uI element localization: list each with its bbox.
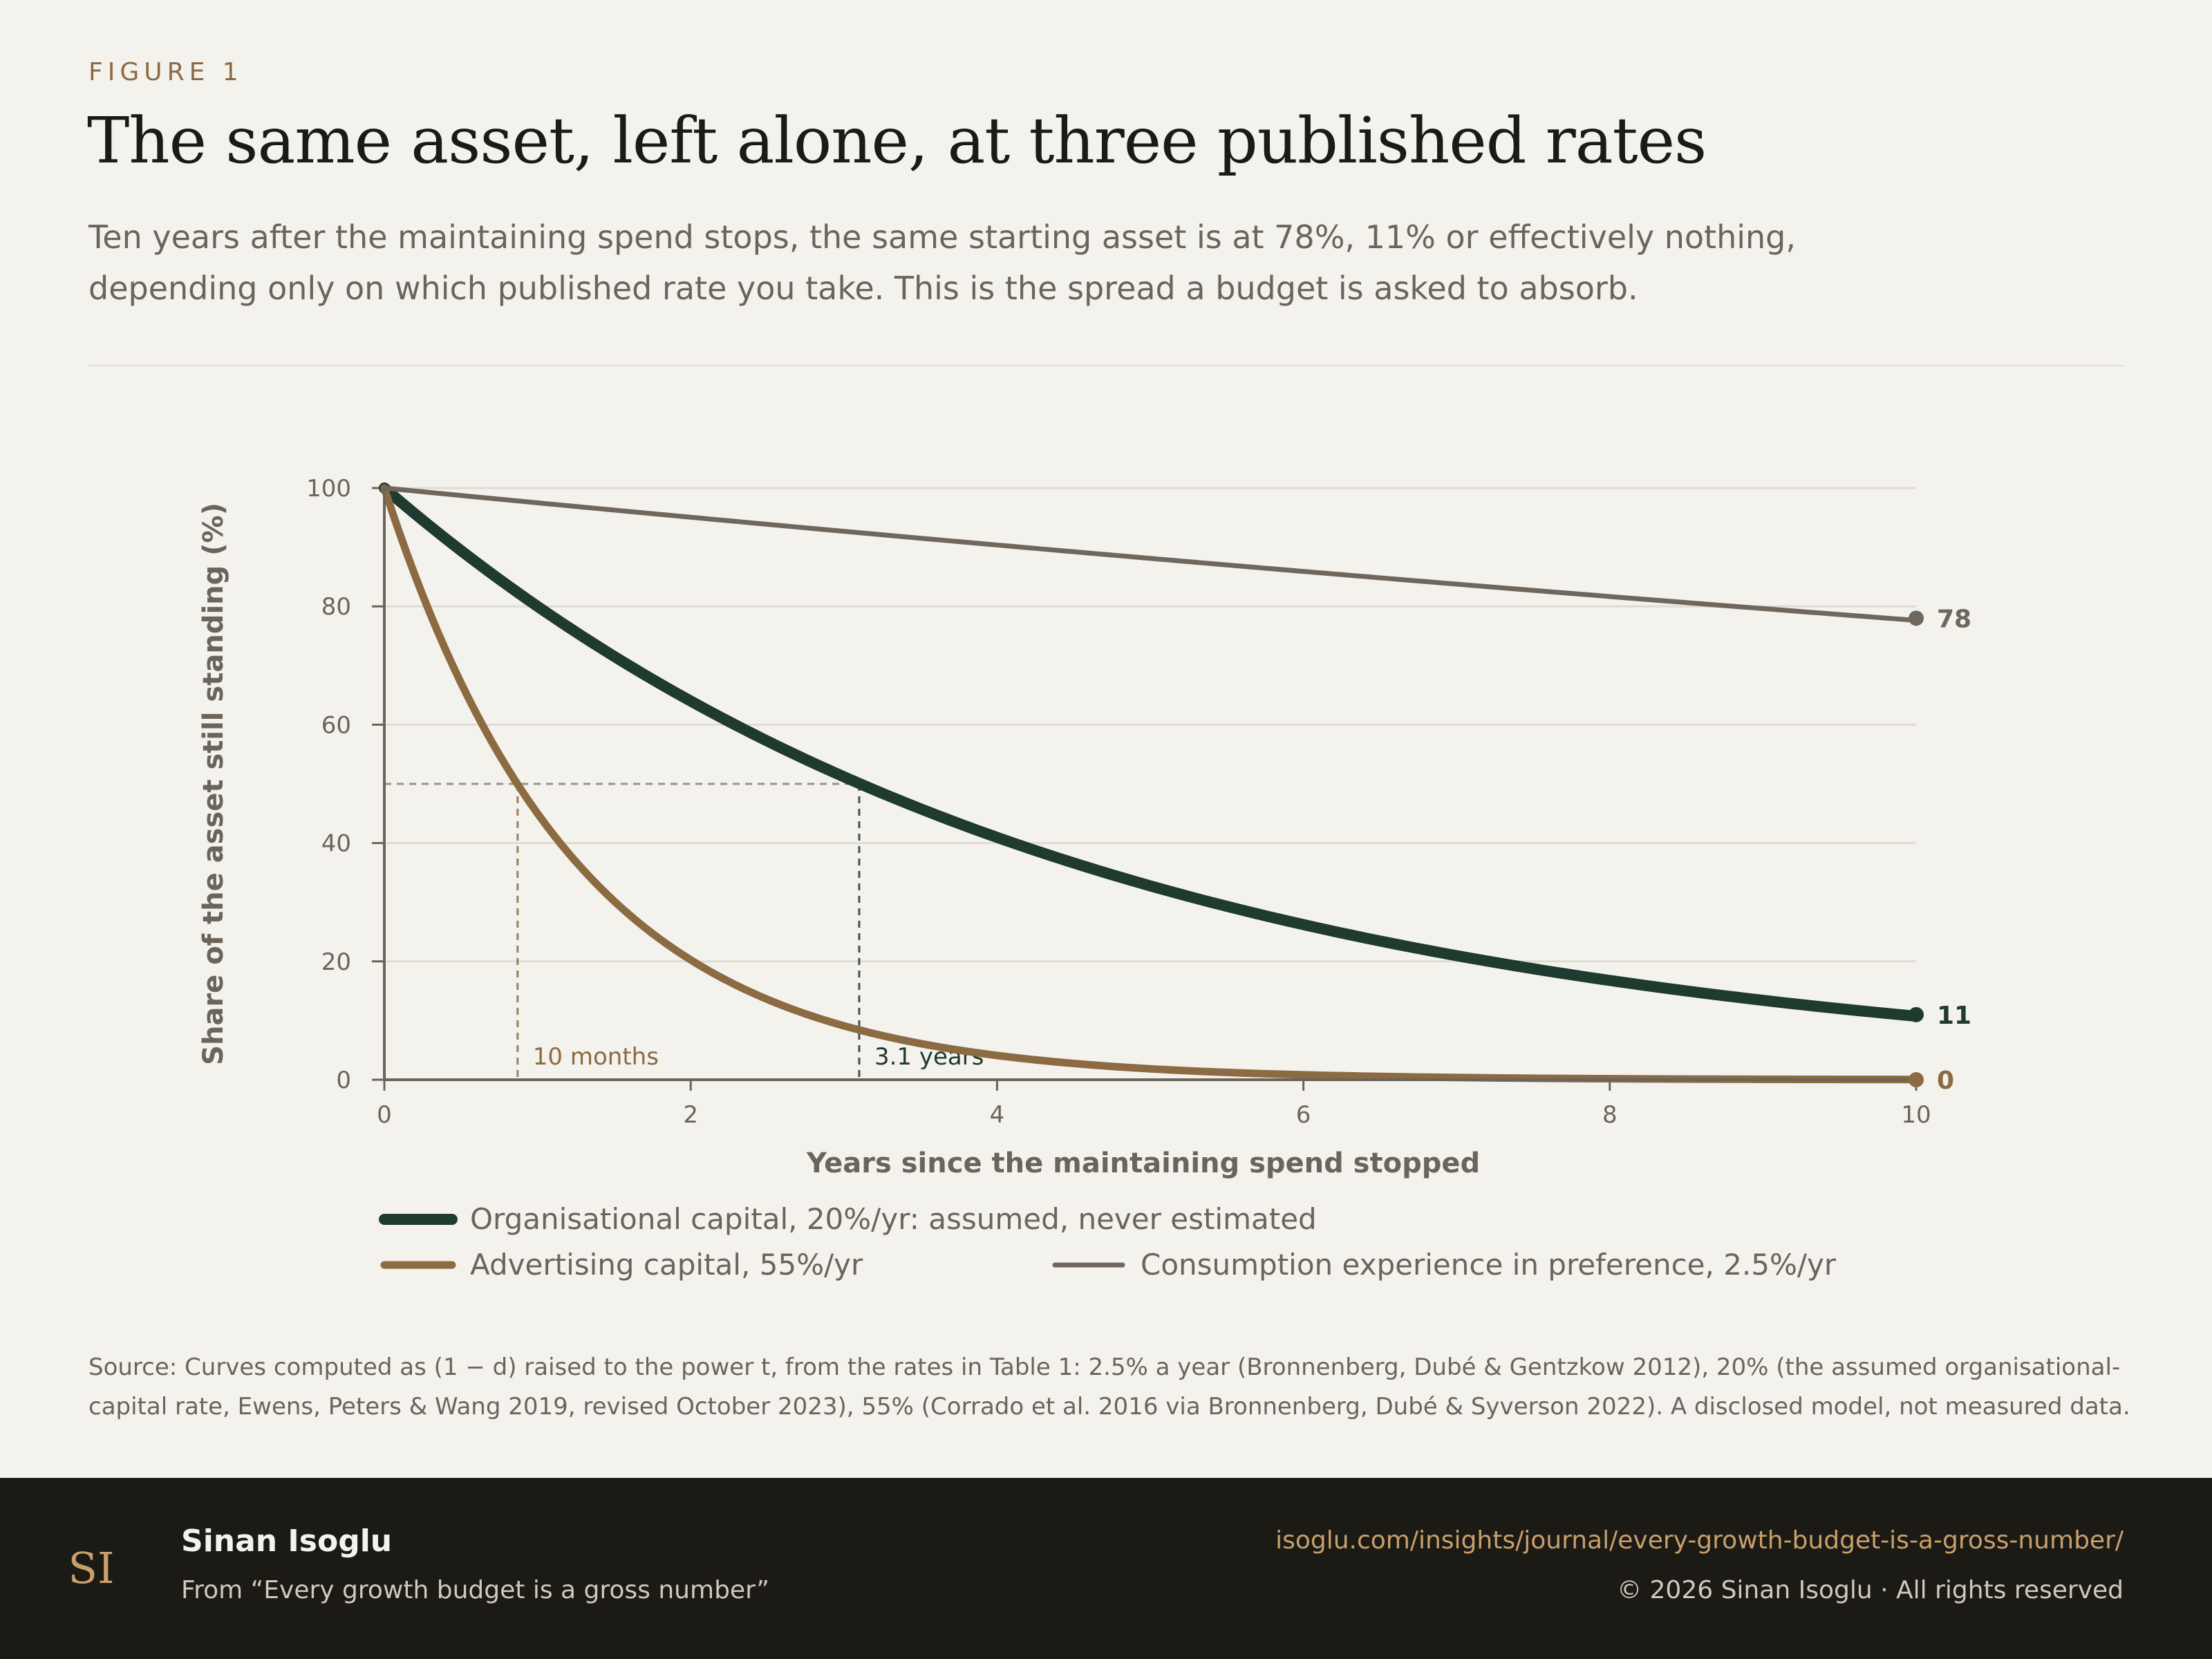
legend-label-0: Organisational capital, 20%/yr: assumed,… bbox=[470, 1202, 1317, 1236]
x-tick-4: 4 bbox=[990, 1101, 1005, 1129]
article-reference: From “Every growth budget is a gross num… bbox=[181, 1576, 770, 1604]
author-name: Sinan Isoglu bbox=[181, 1524, 393, 1559]
y-tick-100: 100 bbox=[306, 475, 351, 503]
y-tick-80: 80 bbox=[321, 593, 351, 621]
series-end-point-0 bbox=[1909, 1006, 1924, 1022]
y-axis-title: Share of the asset still standing (%) bbox=[198, 503, 229, 1065]
series-line-2 bbox=[382, 485, 1919, 623]
header-divider bbox=[88, 365, 2124, 366]
x-tick-8: 8 bbox=[1602, 1101, 1618, 1129]
page-title: The same asset, left alone, at three pub… bbox=[87, 104, 1707, 178]
half-life-label-0: 10 months bbox=[533, 1043, 659, 1071]
series-end-point-1 bbox=[1909, 1072, 1924, 1087]
series-end-point-2 bbox=[1909, 610, 1924, 626]
y-tick-40: 40 bbox=[321, 830, 351, 858]
subtitle-line-1: Ten years after the maintaining spend st… bbox=[88, 218, 1796, 256]
y-tick-20: 20 bbox=[321, 948, 351, 976]
figure-eyebrow: FIGURE 1 bbox=[88, 58, 243, 86]
y-tick-0: 0 bbox=[336, 1067, 351, 1094]
end-markers: 11 0 78 bbox=[1909, 605, 1971, 1095]
y-tick-60: 60 bbox=[321, 711, 351, 739]
monogram-logo: SI bbox=[68, 1543, 115, 1593]
x-tick-6: 6 bbox=[1296, 1101, 1311, 1129]
source-note: Source: Curves computed as (1 − d) raise… bbox=[88, 1353, 2130, 1421]
series-line-0 bbox=[379, 482, 1922, 1022]
legend-label-1: Advertising capital, 55%/yr bbox=[470, 1248, 863, 1282]
svg-text:SI: SI bbox=[68, 1543, 115, 1593]
series-end-label-0: 11 bbox=[1937, 1002, 1971, 1030]
x-axis-title: Years since the maintaining spend stoppe… bbox=[806, 1147, 1480, 1179]
series-end-label-1: 0 bbox=[1937, 1067, 1954, 1095]
series-end-label-2: 78 bbox=[1937, 605, 1971, 633]
x-tick-0: 0 bbox=[377, 1101, 392, 1129]
grid-lines bbox=[384, 487, 1916, 963]
axes bbox=[383, 487, 1916, 1081]
legend-label-2: Consumption experience in preference, 2.… bbox=[1141, 1248, 1837, 1282]
y-tick-labels: 0 20 40 60 80 100 bbox=[306, 475, 384, 1094]
subtitle-line-2: depending only on which published rate y… bbox=[88, 270, 1638, 307]
x-tick-labels: 0 2 4 6 8 10 bbox=[377, 1080, 1931, 1129]
subtitle: Ten years after the maintaining spend st… bbox=[88, 212, 1817, 314]
footer: SI Sinan Isoglu From “Every growth budge… bbox=[0, 1478, 2212, 1659]
copyright: © 2026 Sinan Isoglu · All rights reserve… bbox=[1617, 1576, 2124, 1604]
x-tick-10: 10 bbox=[1901, 1101, 1931, 1129]
article-url[interactable]: isoglu.com/insights/journal/every-growth… bbox=[1275, 1526, 2124, 1555]
legend: Organisational capital, 20%/yr: assumed,… bbox=[379, 1202, 1837, 1282]
x-tick-2: 2 bbox=[683, 1101, 698, 1129]
